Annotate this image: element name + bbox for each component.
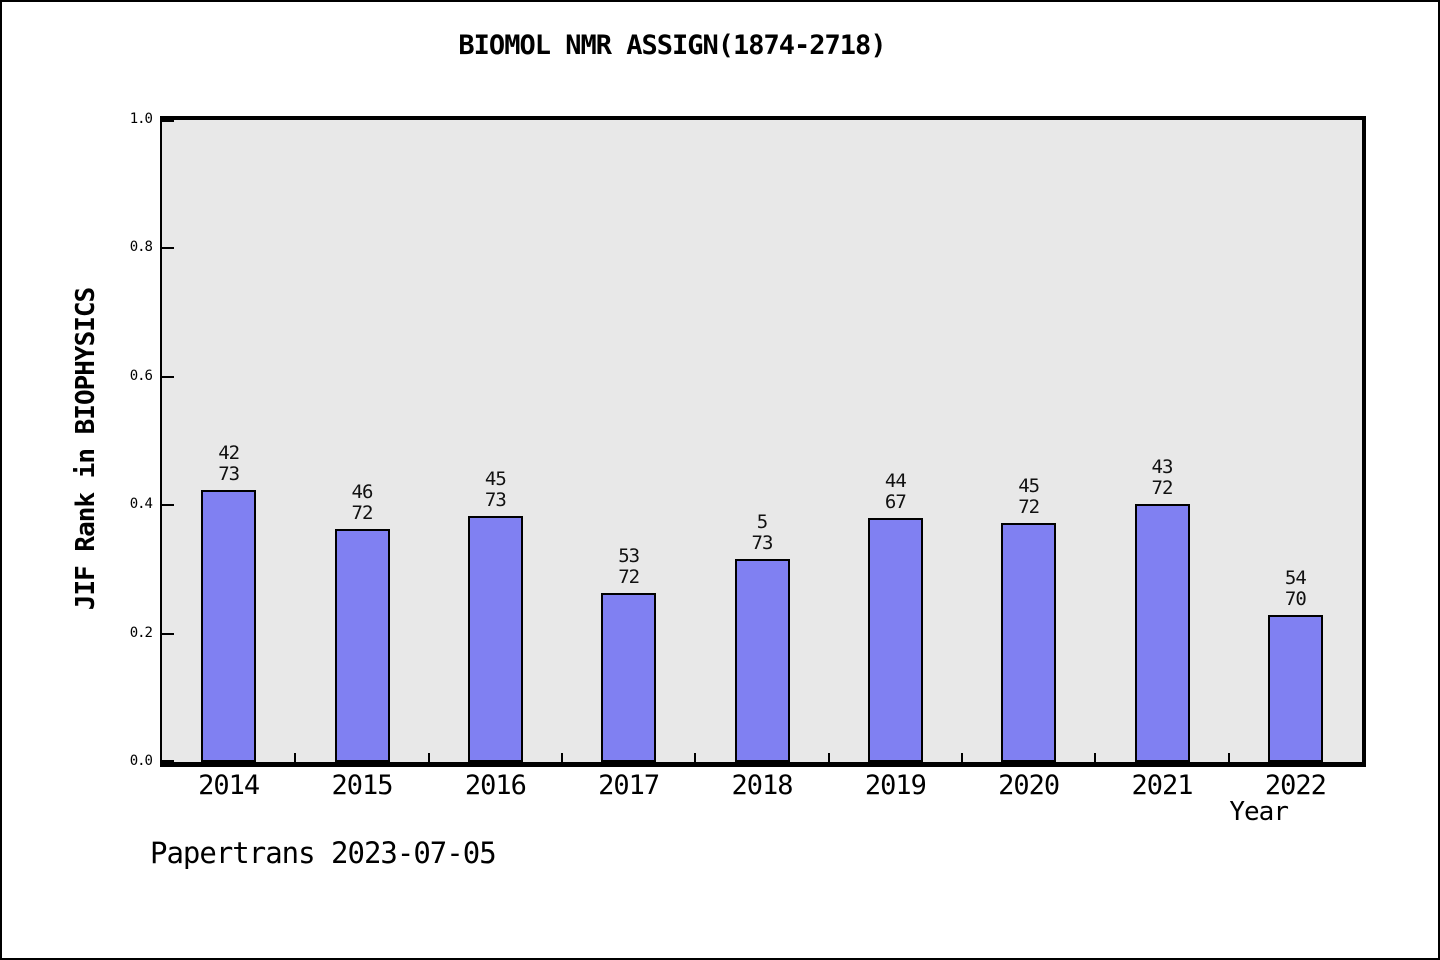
bar-value-label-2015: 46 72	[307, 482, 417, 524]
y-tick	[162, 375, 174, 378]
x-minor-tick	[294, 753, 297, 762]
x-tick-label-2020: 2020	[998, 770, 1060, 801]
x-tick-label-2018: 2018	[731, 770, 793, 801]
y-tick	[162, 247, 174, 250]
bar-rank-value: 53	[618, 545, 640, 567]
bar-rank-value: 46	[351, 481, 374, 503]
bar-value-label-2018: 5 73	[707, 512, 817, 554]
bar-value-label-2017: 53 72	[574, 546, 684, 588]
x-minor-tick	[694, 753, 697, 762]
x-minor-tick	[1094, 753, 1097, 762]
bar-value-label-2016: 45 73	[440, 469, 550, 511]
bar-rank-value: 5	[756, 511, 768, 533]
y-tick-label-0.2: 0.2	[129, 624, 153, 641]
bar-value-label-2014: 42 73	[174, 443, 284, 485]
chart-title: BIOMOL NMR ASSIGN(1874-2718)	[458, 30, 886, 61]
bar-total-value: 67	[884, 491, 907, 513]
y-tick	[162, 120, 174, 122]
y-tick-label-0.0: 0.0	[129, 753, 153, 769]
bar-value-label-2019: 44 67	[840, 471, 950, 513]
bar-total-value: 73	[484, 489, 507, 511]
bar-2020	[1001, 523, 1057, 762]
bar-total-value: 72	[1018, 496, 1040, 518]
bar-2018	[734, 559, 790, 762]
bar-rank-value: 43	[1151, 456, 1174, 478]
bar-2019	[867, 518, 923, 762]
y-tick	[162, 632, 174, 635]
y-tick	[162, 760, 174, 762]
x-tick-label-2021: 2021	[1131, 770, 1193, 801]
bar-total-value: 73	[751, 532, 774, 554]
x-minor-tick	[561, 753, 563, 762]
footer-text: Papertrans 2023-07-05	[150, 836, 497, 870]
bar-value-label-2020: 45 72	[974, 476, 1084, 518]
bar-2016	[467, 516, 523, 762]
bar-total-value: 72	[351, 502, 374, 524]
bar-2021	[1134, 504, 1190, 762]
x-axis-label: Year	[1229, 797, 1289, 827]
bar-2014	[201, 490, 257, 762]
bar-value-label-2022: 54 70	[1240, 568, 1350, 610]
bar-total-value: 72	[618, 566, 640, 588]
bar-total-value: 73	[218, 463, 240, 485]
y-axis-label: JIF Rank in BIOPHYSICS	[71, 287, 101, 611]
bar-rank-value: 54	[1284, 567, 1307, 589]
x-minor-tick	[827, 753, 830, 762]
x-minor-tick	[1227, 753, 1230, 762]
bar-2022	[1267, 615, 1323, 762]
bar-total-value: 72	[1151, 477, 1174, 499]
bar-rank-value: 45	[1018, 475, 1040, 497]
x-minor-tick	[961, 753, 963, 762]
y-tick-label-0.8: 0.8	[129, 239, 153, 256]
x-tick-label-2017: 2017	[598, 770, 660, 801]
x-tick-label-2016: 2016	[464, 770, 527, 801]
bar-2015	[334, 529, 390, 762]
y-tick-label-0.6: 0.6	[129, 367, 153, 384]
bar-value-label-2021: 43 72	[1107, 457, 1217, 499]
y-tick-label-1.0: 1.0	[129, 111, 153, 127]
bar-total-value: 70	[1284, 588, 1307, 610]
plot-area: 42 73 46 72 45 73 53 72 5 73 44 67 45 72 43 72 54 70	[160, 116, 1366, 767]
x-tick-label-2019: 2019	[864, 770, 927, 801]
y-tick-label-0.4: 0.4	[129, 496, 153, 513]
x-tick-label-2022: 2022	[1264, 770, 1327, 801]
x-minor-tick	[427, 753, 430, 762]
y-tick	[162, 504, 174, 507]
bar-2017	[601, 593, 657, 762]
bar-rank-value: 45	[484, 468, 507, 490]
x-tick-label-2014: 2014	[198, 770, 260, 801]
x-tick-label-2015: 2015	[331, 770, 393, 801]
bar-rank-value: 42	[218, 442, 240, 464]
bar-rank-value: 44	[884, 470, 907, 492]
